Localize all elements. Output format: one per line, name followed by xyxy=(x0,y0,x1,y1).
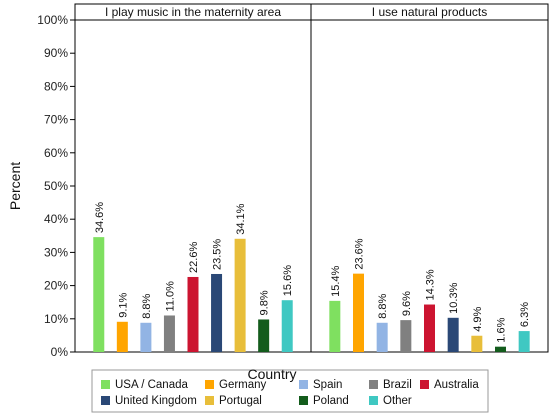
legend-item: USA / Canada xyxy=(101,379,188,391)
y-tick-label: 70% xyxy=(44,113,68,127)
bar-1-7 xyxy=(234,238,246,352)
bar-1-2 xyxy=(116,321,128,352)
legend-label: USA / Canada xyxy=(115,379,188,391)
bar-1-3 xyxy=(140,322,152,352)
bar-1-8 xyxy=(258,319,270,352)
data-label: 8.8% xyxy=(141,293,153,318)
data-label: 11.0% xyxy=(164,281,176,312)
legend-box xyxy=(91,369,489,413)
legend-label: Brazil xyxy=(383,379,412,391)
data-label: 6.3% xyxy=(519,302,531,327)
y-tick-label: 10% xyxy=(44,312,68,326)
y-axis-title: Percent xyxy=(7,162,23,210)
legend-swatch xyxy=(369,380,378,389)
y-tick-label: 90% xyxy=(44,46,68,60)
panel-title: I use natural products xyxy=(372,5,487,19)
data-label: 15.6% xyxy=(282,265,294,296)
data-label: 15.4% xyxy=(330,265,342,296)
legend-label: Germany xyxy=(219,379,267,391)
legend-label: Portugal xyxy=(219,395,262,407)
data-label: 23.6% xyxy=(354,238,366,269)
legend-swatch xyxy=(205,380,214,389)
legend-item: United Kingdom xyxy=(101,395,197,407)
y-tick-label: 100% xyxy=(37,13,68,27)
data-label: 10.3% xyxy=(448,282,460,313)
legend-item: Germany xyxy=(205,379,267,391)
legend-swatch xyxy=(299,380,308,389)
bar-1-6 xyxy=(211,273,223,352)
data-label: 23.5% xyxy=(212,239,224,270)
legend-item: Portugal xyxy=(205,395,262,407)
y-tick-label: 0% xyxy=(51,345,69,359)
data-label: 14.3% xyxy=(425,269,437,300)
data-label: 9.8% xyxy=(259,290,271,315)
bar-1-4 xyxy=(163,315,175,352)
data-label: 22.6% xyxy=(188,242,200,273)
bar-2-8 xyxy=(495,346,506,352)
data-label: 9.6% xyxy=(401,291,413,316)
legend-label: Spain xyxy=(313,379,342,391)
y-tick-label: 40% xyxy=(44,212,68,226)
bar-2-5 xyxy=(424,304,435,352)
legend-swatch xyxy=(101,380,110,389)
bar-2-7 xyxy=(471,335,483,352)
data-label: 8.8% xyxy=(377,293,389,318)
legend-item: Australia xyxy=(420,379,479,391)
bar-2-3 xyxy=(376,322,388,352)
y-tick-label: 20% xyxy=(44,279,68,293)
bar-2-6 xyxy=(447,317,459,352)
legend-swatch xyxy=(205,396,214,405)
legend-swatch xyxy=(420,380,429,389)
legend-swatch xyxy=(101,396,110,405)
legend-label: Poland xyxy=(313,395,349,407)
y-tick-label: 30% xyxy=(44,245,68,259)
panel-2: I use natural products 15.4% 23.6% 8.8% 9.6%… xyxy=(310,3,549,353)
legend-swatch xyxy=(299,396,308,405)
data-label: 4.9% xyxy=(472,306,484,331)
bar-1-9 xyxy=(281,300,293,352)
legend-label: United Kingdom xyxy=(115,395,197,407)
legend-item: Poland xyxy=(299,395,349,407)
legend-item: Other xyxy=(369,395,412,407)
y-tick-label: 50% xyxy=(44,179,68,193)
legend-item: Spain xyxy=(299,379,342,391)
panel-title: I play music in the maternity area xyxy=(105,5,281,19)
y-tick-label: 80% xyxy=(44,79,68,93)
bar-2-9 xyxy=(518,331,530,352)
legend-label: Other xyxy=(383,395,412,407)
legend-title: Country xyxy=(247,366,296,382)
panels: I play music in the maternity area 34.6% 9… xyxy=(74,3,549,353)
legend-swatch xyxy=(369,396,378,405)
bar-1-1 xyxy=(93,237,105,352)
bar-1-5 xyxy=(187,276,199,352)
y-axis: 0% 10% 20% 30% 40% 50% 60% 70% 80% 90% 100% xyxy=(37,13,75,359)
data-label: 1.6% xyxy=(496,317,508,342)
legend-item: Brazil xyxy=(369,379,412,391)
bar-2-1 xyxy=(329,300,341,352)
bar-2-2 xyxy=(353,273,364,352)
legend-label: Australia xyxy=(434,379,479,391)
data-label: 34.1% xyxy=(235,203,247,234)
y-tick-label: 60% xyxy=(44,146,68,160)
data-label: 34.6% xyxy=(94,202,106,233)
bar-2-4 xyxy=(400,320,412,352)
data-label: 9.1% xyxy=(117,292,129,317)
legend: Country USA / Canada Germany Spain Brazil Au… xyxy=(91,366,489,413)
